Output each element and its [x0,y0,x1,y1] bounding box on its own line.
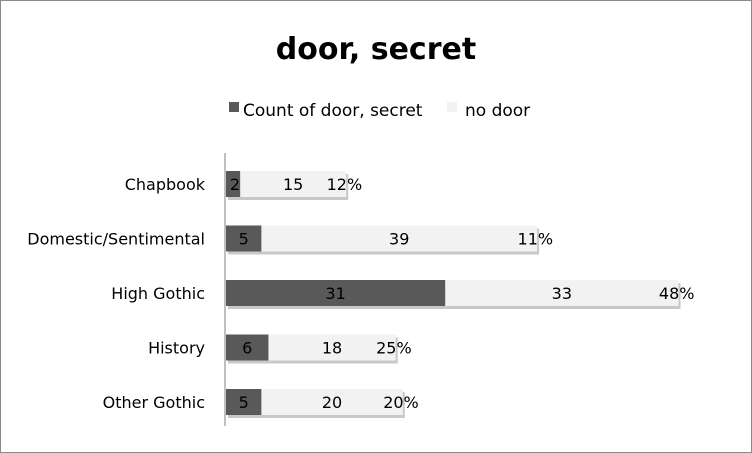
legend-label-series-2: no door [465,101,530,121]
data-label-percent: 11% [518,230,554,249]
data-label-percent: 25% [376,339,412,358]
data-label-series-1: 6 [242,339,252,358]
legend-swatch-series-2 [447,102,457,112]
bar-count-door-secret [226,171,241,197]
category-label: High Gothic [111,284,205,303]
category-label: Domestic/Sentimental [27,230,205,249]
data-label-series-1: 2 [230,175,240,194]
bar-no-door [445,280,679,306]
category-label: Chapbook [125,175,206,194]
data-label-percent: 20% [383,393,419,412]
bar-count-door-secret [226,334,269,361]
bar-count-door-secret [226,389,262,415]
bar-count-door-secret [226,280,446,306]
category-label: History [148,339,205,358]
plot-area: Chapbook 2 15 12% Domestic/Sentimental 5 39 11%… [27,171,694,418]
data-label-series-1: 5 [239,230,249,249]
bar-no-door [261,225,538,252]
bar-no-door [268,334,396,361]
data-label-percent: 48% [659,284,695,303]
bar-no-door [261,389,403,415]
bar-count-door-secret [226,225,262,252]
data-label-series-2: 33 [552,284,572,303]
legend-swatch-series-1 [229,102,239,112]
data-label-series-2: 20 [322,393,342,412]
data-label-percent: 12% [327,175,363,194]
data-label-series-1: 31 [325,284,345,303]
chart-title: door, secret [276,32,476,67]
data-label-series-1: 5 [239,393,249,412]
legend: Count of door, secret no door [229,101,530,121]
category-label: Other Gothic [103,393,205,412]
legend-label-series-1: Count of door, secret [243,101,423,121]
bar-no-door [240,171,347,197]
data-label-series-2: 39 [389,230,409,249]
data-label-series-2: 15 [283,175,303,194]
data-label-series-2: 18 [322,339,342,358]
